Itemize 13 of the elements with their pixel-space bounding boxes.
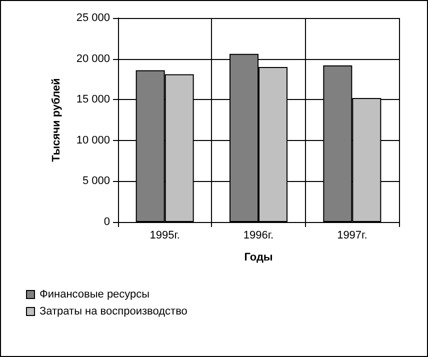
x-axis-title: Годы xyxy=(244,252,273,264)
y-tick-label: 5 000 xyxy=(82,175,110,188)
x-tick-label: 1997г. xyxy=(337,230,368,242)
legend-label: Затраты на воспроизводство xyxy=(40,306,188,318)
legend-label: Финансовые ресурсы xyxy=(40,288,150,300)
x-tick-label: 1996г. xyxy=(243,230,274,242)
y-tick-label: 10 000 xyxy=(76,134,110,146)
y-tick-label: 0 xyxy=(104,216,110,228)
y-tick-label: 25 000 xyxy=(76,12,110,24)
y-tick-label: 15 000 xyxy=(76,94,110,106)
y-tick-label: 20 000 xyxy=(76,52,110,65)
x-tick-label: 1995г. xyxy=(150,230,180,242)
y-axis-title: Тысячи рублей xyxy=(50,78,62,162)
